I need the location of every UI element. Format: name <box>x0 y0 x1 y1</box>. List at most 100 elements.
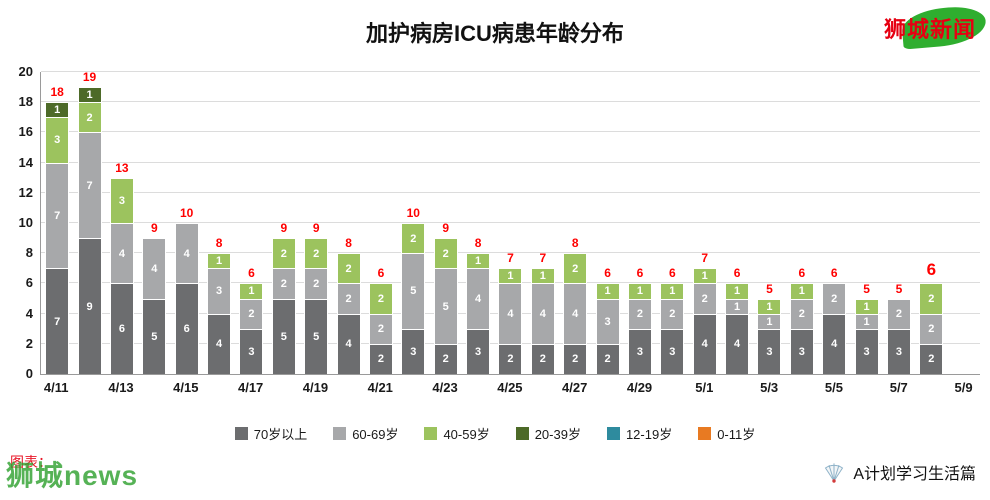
bar-segment: 1 <box>77 87 102 103</box>
bar-total-label: 8 <box>571 236 579 251</box>
x-tick-label: 5/1 <box>695 380 714 395</box>
y-tick-label: 14 <box>18 154 33 170</box>
bar-total-label: 6 <box>636 266 644 281</box>
bar-segment: 2 <box>401 223 426 254</box>
x-tick-label <box>202 380 234 395</box>
bar-total-label: 18 <box>50 85 64 100</box>
gridline <box>41 101 980 103</box>
x-tick-label <box>72 380 104 395</box>
x-tick-label: 4/17 <box>237 380 264 395</box>
y-tick-label: 4 <box>25 305 33 321</box>
x-tick-label <box>785 380 817 395</box>
bar-segment: 2 <box>336 283 361 314</box>
bar-segment: 2 <box>627 298 652 329</box>
bar-total-label: 6 <box>604 266 611 281</box>
bar-segment: 4 <box>142 238 167 299</box>
y-axis: 0 2 4 6 8 10 12 14 16 18 20 <box>10 64 40 381</box>
bar-segment: 3 <box>207 268 232 314</box>
bar-segment: 4 <box>822 313 847 374</box>
bar-total-label: 10 <box>406 206 420 220</box>
x-tick-label <box>721 380 753 395</box>
bar-segment: 2 <box>789 298 814 329</box>
bar-slot: 9 7 2 1 19 <box>73 70 105 374</box>
bar-segment: 4 <box>725 313 750 374</box>
x-tick-label: 4/15 <box>173 380 199 395</box>
bar-segment: 5 <box>142 298 167 374</box>
bar-segment: 7 <box>45 162 70 269</box>
bar-total-label: 7 <box>701 251 709 266</box>
bar-segment: 2 <box>336 253 361 284</box>
bar-segment: 3 <box>854 328 879 374</box>
legend-swatch <box>515 427 529 440</box>
legend-item: 70岁以上 <box>234 424 308 443</box>
gridline <box>41 252 980 254</box>
legend-item: 0-11岁 <box>698 424 755 443</box>
bar-segment: 3 <box>660 328 685 374</box>
x-tick-label <box>526 380 558 395</box>
bar-segment: 4 <box>563 283 588 344</box>
bar-total-label: 5 <box>766 281 773 296</box>
bar-segment: 4 <box>336 313 361 374</box>
watermark-green-text: 狮城news <box>6 460 139 491</box>
watermark-right-text: A计划学习生活篇 <box>853 466 976 483</box>
bar-segment: 7 <box>45 268 70 374</box>
bar-segment: 3 <box>757 328 782 374</box>
bar-segment: 1 <box>530 268 555 284</box>
plot-area: 7 7 3 1 18 9 7 2 1 19 6 4 3 13 5 4 9 6 4 10 4 3 1 8 3 2 1 6 5 2 2 9 5 2 2 9… <box>40 70 980 375</box>
bar-segment: 4 <box>466 268 491 329</box>
x-tick-label: 5/5 <box>824 380 843 395</box>
bar-slot <box>948 72 980 374</box>
bar-segment: 3 <box>627 328 652 374</box>
bar-segment: 1 <box>789 283 814 299</box>
bar-segment: 2 <box>919 283 944 314</box>
bar-segment: 2 <box>368 343 393 374</box>
bar-segment: 5 <box>433 268 458 344</box>
bar-segment: 2 <box>433 238 458 269</box>
bar-segment: 1 <box>854 313 879 329</box>
bar-chart: 0 2 4 6 8 10 12 14 16 18 20 7 7 3 1 18 9 7 2 1 19 6 4 3 13 5 4 9 6 4… <box>10 64 980 416</box>
bar-segment: 2 <box>563 253 588 284</box>
x-tick-label <box>850 380 882 395</box>
bar-segment: 2 <box>530 343 555 374</box>
legend-swatch <box>424 427 438 440</box>
bar-segment: 1 <box>692 268 717 284</box>
bar-total-label: 8 <box>474 236 482 251</box>
bar-total-label: 6 <box>377 266 385 281</box>
bar-segment: 4 <box>174 223 199 284</box>
y-tick-label: 12 <box>18 184 33 200</box>
bar-segment: 4 <box>692 313 717 374</box>
bar-total-label: 13 <box>115 160 129 175</box>
legend-label: 70岁以上 <box>253 427 308 442</box>
bar-segment: 2 <box>304 268 329 299</box>
bar-segment: 2 <box>304 238 329 269</box>
watermark-bottom-right: A计划学习生活篇 <box>822 460 976 484</box>
x-tick-label <box>137 380 169 395</box>
bar-segment: 1 <box>757 298 782 314</box>
bar-segment: 1 <box>627 283 652 299</box>
x-tick-label <box>332 380 364 395</box>
bar-segment: 9 <box>77 238 102 374</box>
x-tick-label <box>267 380 299 395</box>
